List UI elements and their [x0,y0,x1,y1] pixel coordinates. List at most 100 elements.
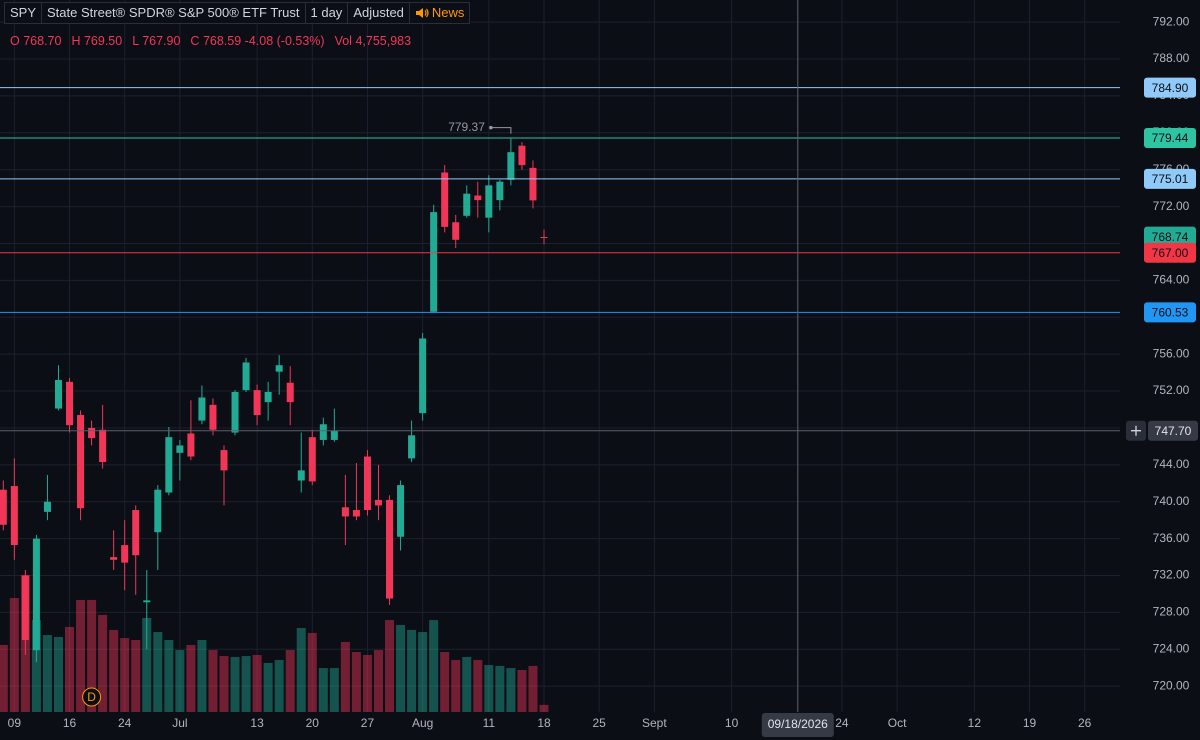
x-tick-label: Aug [412,716,433,730]
legend-l: L 767.90 [132,34,180,48]
volume-bar [440,652,450,712]
news-icon [415,8,429,18]
candle-body [275,365,283,372]
x-tick-label: Jul [172,716,187,730]
volume-bar [362,655,372,712]
candle-body [496,181,504,201]
x-tick-label: 24 [835,716,849,730]
volume-bar [285,650,295,712]
candle-body [518,145,526,166]
volume-bar [462,656,472,712]
crosshair-date: 09/18/2026 [768,717,828,731]
legend-value: 767.90 [142,34,181,48]
y-tick-label: 764.00 [1153,273,1190,287]
adjustment[interactable]: Adjusted [348,2,410,24]
volume-bar [175,650,185,712]
candle-body [66,381,74,426]
volume-bar [539,704,549,712]
candle-body [132,510,140,556]
volume-bar [31,620,41,712]
candle-body [386,499,394,599]
interval[interactable]: 1 day [305,2,349,24]
legend-vol: Vol 4,755,983 [335,34,411,48]
change: -4.08 (-0.53%) [244,34,325,48]
y-tick-label: 720.00 [1153,678,1190,692]
candle-body [231,391,239,433]
ohlc-legend: O 768.70 H 769.50 L 767.90 C 768.59 -4.0… [10,34,417,48]
volume-bar [528,665,538,712]
volume-bar [495,665,505,712]
x-tick-label: 24 [118,716,132,730]
crosshair-date-box [761,713,834,737]
candle-body [198,397,206,421]
crosshair-price: 747.70 [1155,424,1192,438]
x-tick-label: 11 [483,716,496,730]
news-label: News [431,5,465,20]
candle-body [352,510,360,517]
volume-bar [263,662,273,712]
legend-key: C [190,34,200,48]
high-marker-dot [489,125,493,130]
x-tick-label: 10 [725,716,739,730]
legend-h: H 769.50 [71,34,122,48]
candle-body [330,430,338,440]
volume-bar [307,632,317,712]
volume-bar [76,599,86,712]
price-label-box [1144,127,1196,148]
legend-key: O [10,34,20,48]
candle-body [286,382,294,403]
volume-bar [241,656,251,712]
candle-body [430,212,438,312]
volume-bar [42,635,52,712]
candle-body [341,507,349,517]
candle-body [43,501,51,512]
volume-bar [109,629,119,712]
price-label: 784.90 [1152,81,1189,95]
volume-bar [274,659,284,712]
volume-bar [208,650,218,712]
price-label-box [1144,226,1196,247]
x-tick-label: 25 [592,716,606,730]
volume-bar [473,659,483,712]
volume-bar [131,640,141,712]
candle-body [253,390,261,416]
candle-body [485,185,493,218]
candle-body [419,338,427,414]
x-tick-label: 20 [306,716,320,730]
x-tick-label: 09 [8,716,22,730]
price-label: 768.74 [1152,230,1189,244]
legend-o: O 768.70 [10,34,61,48]
candle-body [176,445,184,453]
legend-value: 768.59 [202,34,242,48]
legend-key: H [71,34,81,48]
volume-bar [484,665,494,712]
candle-body [10,486,18,546]
volume-bar [418,632,428,712]
symbol[interactable]: SPY [4,2,43,24]
header: SPY State Street® SPDR® S&P 500® ETF Tru… [4,2,471,24]
legend-key: Vol [334,34,352,48]
y-tick-label: 752.00 [1153,383,1190,397]
event-label: D [87,690,96,704]
y-tick-label: 792.00 [1153,14,1190,28]
y-tick-label: 728.00 [1153,605,1190,619]
event-marker [82,687,102,707]
price-label: 767.00 [1152,246,1189,260]
x-tick-label: 26 [1078,716,1092,730]
price-label-box [1144,302,1196,323]
news-button[interactable]: News [409,2,471,24]
volume-bar [197,640,207,712]
x-tick-label: 16 [63,716,77,730]
candle-body [21,575,29,641]
y-tick-label: 732.00 [1153,568,1190,582]
candle-body [121,545,129,563]
candle-body [297,470,305,481]
volume-bar [252,655,262,712]
candle-body [54,379,62,409]
volume-bar [142,617,152,712]
volume-bar [451,659,461,712]
candle-body [308,437,316,482]
volume-bar [87,599,97,712]
volume-bar [429,620,439,712]
